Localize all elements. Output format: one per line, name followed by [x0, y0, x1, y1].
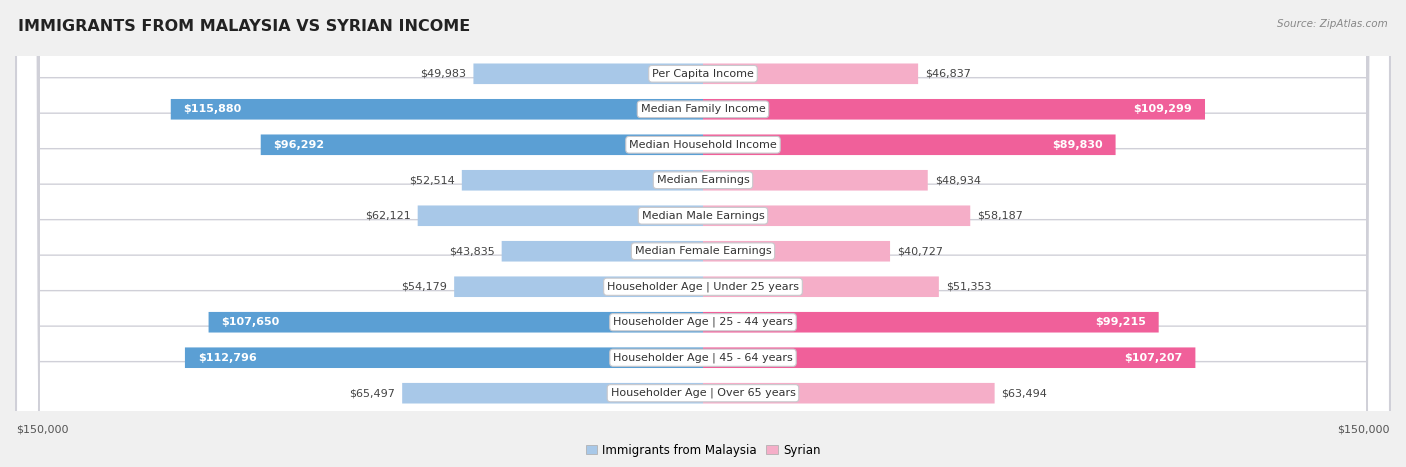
- Text: $150,000: $150,000: [1337, 425, 1389, 434]
- FancyBboxPatch shape: [703, 134, 1115, 155]
- FancyBboxPatch shape: [17, 0, 1389, 467]
- FancyBboxPatch shape: [703, 241, 890, 262]
- Text: Median Family Income: Median Family Income: [641, 104, 765, 114]
- FancyBboxPatch shape: [418, 205, 703, 226]
- Text: $150,000: $150,000: [17, 425, 69, 434]
- Text: Median Female Earnings: Median Female Earnings: [634, 246, 772, 256]
- Text: $112,796: $112,796: [198, 353, 256, 363]
- Text: $115,880: $115,880: [184, 104, 242, 114]
- FancyBboxPatch shape: [17, 0, 1389, 467]
- Text: $109,299: $109,299: [1133, 104, 1192, 114]
- FancyBboxPatch shape: [17, 0, 1389, 467]
- Text: Median Household Income: Median Household Income: [628, 140, 778, 150]
- Text: $63,494: $63,494: [1001, 388, 1047, 398]
- FancyBboxPatch shape: [703, 99, 1205, 120]
- FancyBboxPatch shape: [17, 0, 1389, 467]
- FancyBboxPatch shape: [208, 312, 703, 333]
- FancyBboxPatch shape: [454, 276, 703, 297]
- FancyBboxPatch shape: [502, 241, 703, 262]
- FancyBboxPatch shape: [186, 347, 703, 368]
- Text: Householder Age | 25 - 44 years: Householder Age | 25 - 44 years: [613, 317, 793, 327]
- Text: $107,650: $107,650: [221, 317, 280, 327]
- Text: $48,934: $48,934: [935, 175, 980, 185]
- Text: $58,187: $58,187: [977, 211, 1024, 221]
- Text: $65,497: $65,497: [350, 388, 395, 398]
- Text: $49,983: $49,983: [420, 69, 467, 79]
- Text: $46,837: $46,837: [925, 69, 972, 79]
- FancyBboxPatch shape: [703, 170, 928, 191]
- FancyBboxPatch shape: [17, 0, 1389, 467]
- FancyBboxPatch shape: [703, 276, 939, 297]
- FancyBboxPatch shape: [17, 0, 1389, 467]
- Text: Householder Age | Over 65 years: Householder Age | Over 65 years: [610, 388, 796, 398]
- Text: $54,179: $54,179: [401, 282, 447, 292]
- Text: Householder Age | Under 25 years: Householder Age | Under 25 years: [607, 282, 799, 292]
- FancyBboxPatch shape: [703, 64, 918, 84]
- Text: $40,727: $40,727: [897, 246, 943, 256]
- FancyBboxPatch shape: [170, 99, 703, 120]
- FancyBboxPatch shape: [17, 0, 1389, 467]
- Text: $89,830: $89,830: [1052, 140, 1102, 150]
- FancyBboxPatch shape: [260, 134, 703, 155]
- Text: $96,292: $96,292: [274, 140, 325, 150]
- FancyBboxPatch shape: [402, 383, 703, 403]
- FancyBboxPatch shape: [474, 64, 703, 84]
- FancyBboxPatch shape: [703, 383, 994, 403]
- Text: $107,207: $107,207: [1125, 353, 1182, 363]
- Text: IMMIGRANTS FROM MALAYSIA VS SYRIAN INCOME: IMMIGRANTS FROM MALAYSIA VS SYRIAN INCOM…: [18, 19, 471, 34]
- FancyBboxPatch shape: [17, 0, 1389, 467]
- Text: Median Male Earnings: Median Male Earnings: [641, 211, 765, 221]
- Text: $99,215: $99,215: [1095, 317, 1146, 327]
- Text: $62,121: $62,121: [366, 211, 411, 221]
- Text: Median Earnings: Median Earnings: [657, 175, 749, 185]
- Text: $43,835: $43,835: [449, 246, 495, 256]
- FancyBboxPatch shape: [703, 312, 1159, 333]
- FancyBboxPatch shape: [703, 205, 970, 226]
- Text: Per Capita Income: Per Capita Income: [652, 69, 754, 79]
- Legend: Immigrants from Malaysia, Syrian: Immigrants from Malaysia, Syrian: [582, 440, 824, 460]
- Text: $52,514: $52,514: [409, 175, 456, 185]
- Text: Source: ZipAtlas.com: Source: ZipAtlas.com: [1277, 19, 1388, 28]
- FancyBboxPatch shape: [17, 0, 1389, 467]
- Text: $51,353: $51,353: [946, 282, 991, 292]
- FancyBboxPatch shape: [703, 347, 1195, 368]
- FancyBboxPatch shape: [17, 0, 1389, 467]
- Text: Householder Age | 45 - 64 years: Householder Age | 45 - 64 years: [613, 353, 793, 363]
- FancyBboxPatch shape: [461, 170, 703, 191]
